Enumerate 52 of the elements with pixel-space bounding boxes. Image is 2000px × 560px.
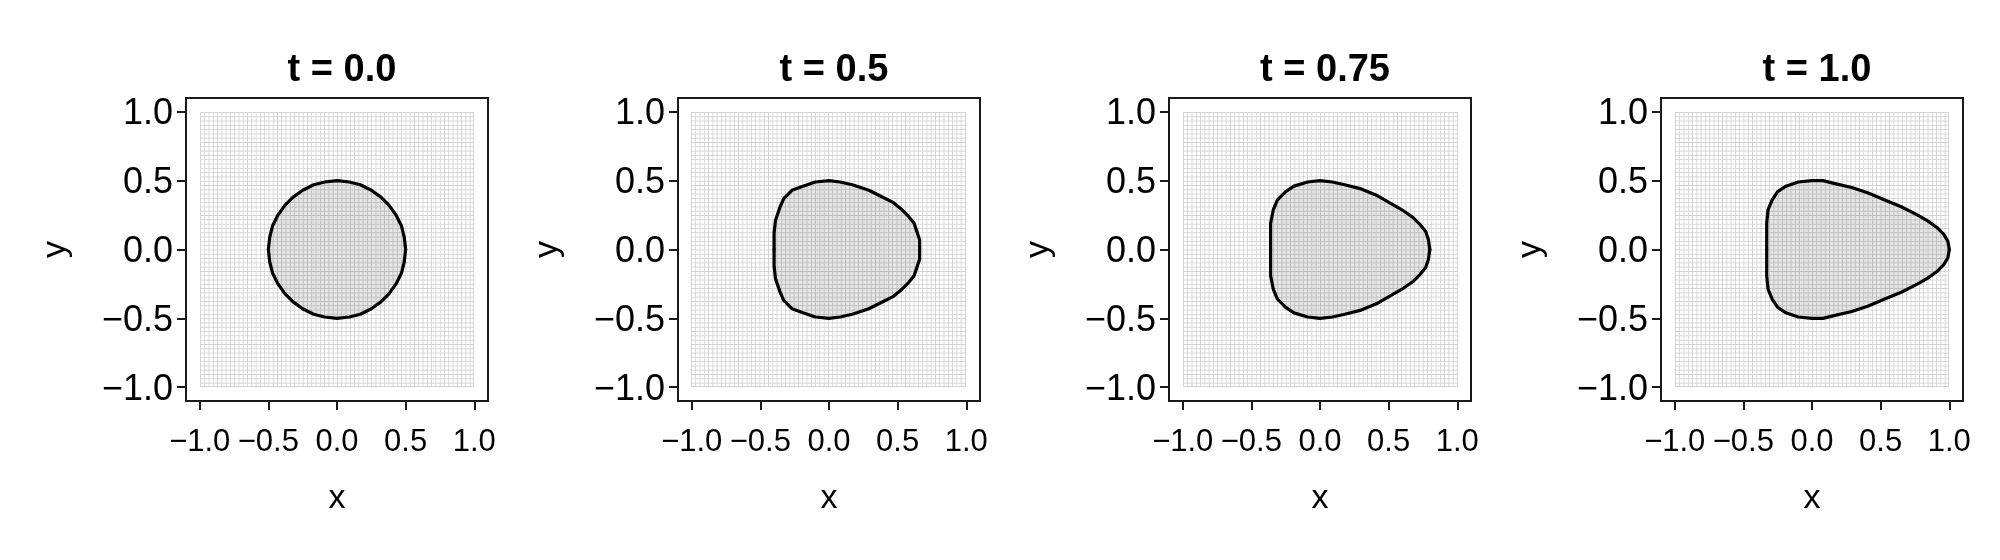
x-tick-label: 0.0 <box>807 423 851 458</box>
x-tick-label: 0.5 <box>1367 423 1411 458</box>
x-tick-label: 1.0 <box>944 423 988 458</box>
y-tick-label: 0.0 <box>122 229 173 270</box>
y-tick-label: −0.5 <box>1085 297 1157 339</box>
y-tick-label: −1.0 <box>593 366 665 408</box>
x-tick-label: 0.0 <box>1298 423 1342 458</box>
x-axis-title: x <box>820 477 838 515</box>
x-tick-label: −1.0 <box>169 423 231 458</box>
x-axis-title: x <box>328 477 346 515</box>
x-tick-label: 0.5 <box>875 423 919 458</box>
x-tick-label: 0.0 <box>315 423 359 458</box>
y-tick-label: 0.0 <box>1598 229 1649 270</box>
x-tick-label: −0.5 <box>729 423 791 458</box>
x-tick-label: −0.5 <box>237 423 299 458</box>
y-tick-label: −1.0 <box>1085 366 1157 408</box>
x-tick-label: −0.5 <box>1712 423 1775 458</box>
chart-title: t = 0.0 <box>287 47 397 89</box>
x-tick-label: −1.0 <box>1644 423 1706 458</box>
chart-title: t = 1.0 <box>1762 47 1872 89</box>
x-tick-label: −1.0 <box>1152 423 1214 458</box>
x-tick-label: 1.0 <box>1927 423 1971 458</box>
chart-title: t = 0.5 <box>779 47 889 89</box>
x-tick-label: −0.5 <box>1221 423 1283 458</box>
y-tick-label: −0.5 <box>1577 297 1649 339</box>
x-axis-title: x <box>1311 477 1329 515</box>
y-tick-label: 1.0 <box>122 91 173 133</box>
y-tick-label: 1.0 <box>1106 91 1157 133</box>
x-tick-label: 1.0 <box>452 423 496 458</box>
y-axis-title: y <box>34 241 72 258</box>
y-tick-label: 0.5 <box>1106 160 1157 202</box>
chart-title: t = 0.75 <box>1260 47 1391 89</box>
y-tick-label: 1.0 <box>1598 91 1649 133</box>
y-axis-title: y <box>1017 241 1056 258</box>
y-tick-label: −1.0 <box>1577 366 1649 408</box>
x-tick-label: 0.5 <box>1859 423 1903 458</box>
y-tick-label: 0.5 <box>1598 160 1649 202</box>
y-tick-label: 0.0 <box>1106 229 1157 270</box>
y-tick-label: −1.0 <box>101 366 173 408</box>
y-axis-title: y <box>1509 241 1548 258</box>
x-tick-label: 1.0 <box>1436 423 1480 458</box>
y-tick-label: 0.5 <box>614 160 665 202</box>
x-tick-label: 0.0 <box>1790 423 1834 458</box>
y-tick-label: 0.0 <box>614 229 665 270</box>
y-tick-label: 1.0 <box>614 91 665 133</box>
y-axis-title: y <box>525 241 564 258</box>
x-axis-title: x <box>1803 477 1821 515</box>
y-tick-label: 0.5 <box>122 160 173 202</box>
x-tick-label: −1.0 <box>660 423 723 458</box>
y-tick-label: −0.5 <box>101 297 173 339</box>
x-tick-label: 0.5 <box>384 423 428 458</box>
y-tick-label: −0.5 <box>593 297 665 339</box>
